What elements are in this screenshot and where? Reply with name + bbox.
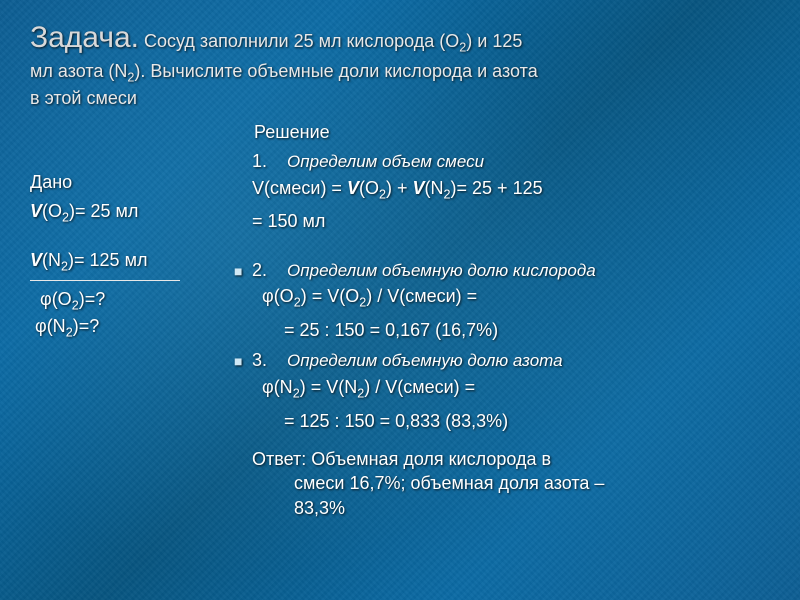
step3-calc-line1: φ(N2) = V(N2) / V(смеси) =	[234, 375, 770, 403]
given-heading: Дано	[30, 170, 220, 194]
find2-sub: 2	[66, 326, 73, 340]
given-l1-sub: 2	[62, 210, 69, 224]
answer-line3: 83,3%	[234, 496, 770, 520]
s1-csub: 2	[379, 187, 386, 201]
title-text-3: в этой смеси	[30, 88, 137, 108]
step-1: 1. Определим объем смеси	[234, 149, 770, 174]
find1-sub: 2	[72, 298, 79, 312]
given-divider	[30, 280, 180, 281]
title-text-1b: ) и 125	[466, 31, 522, 51]
bullet-icon: ■	[234, 258, 252, 279]
answer-line2: смеси 16,7%; объемная доля азота –	[234, 471, 770, 495]
step1-title: Определим объем смеси	[287, 152, 484, 171]
given-l2-sub: 2	[61, 260, 68, 274]
s1-g: )= 25 + 125	[451, 178, 543, 198]
s3-c: ) / V(смеси) =	[364, 377, 475, 397]
step3-calc-line2: = 125 : 150 = 0,833 (83,3%)	[234, 409, 770, 433]
s3-asub: 2	[293, 387, 300, 401]
s1-a: V(смеси) =	[252, 178, 347, 198]
s2-a: φ(О	[262, 286, 294, 306]
given-line-1: V(О2)= 25 мл	[30, 199, 220, 227]
step3-title: Определим объемную долю азота	[287, 351, 563, 370]
title-text-2a: мл азота (N	[30, 61, 127, 81]
s1-c: (О	[359, 178, 379, 198]
step2-calc-line1: φ(О2) = V(О2) / V(смеси) =	[234, 284, 770, 312]
given-l1-mid: (О	[42, 201, 62, 221]
given-column: Дано V(О2)= 25 мл V(N2)= 125 мл φ(О2)=? …	[30, 120, 220, 520]
s1-b: V	[347, 178, 359, 198]
given-l2-mid: (N	[42, 250, 61, 270]
step2-title: Определим объемную долю кислорода	[287, 261, 596, 280]
solution-column: Решение 1. Определим объем смеси V(смеси…	[230, 120, 770, 520]
s2-b: ) = V(О	[301, 286, 360, 306]
title-text-1a: Сосуд заполнили 25 мл кислорода (О	[139, 31, 459, 51]
step1-calc-line2: = 150 мл	[234, 209, 770, 233]
content-columns: Дано V(О2)= 25 мл V(N2)= 125 мл φ(О2)=? …	[30, 120, 770, 520]
given-l2-post: )= 125 мл	[68, 250, 147, 270]
find-line-1: φ(О2)=?	[30, 287, 220, 315]
step2-num: 2.	[252, 260, 267, 280]
solution-heading: Решение	[234, 120, 770, 144]
s1-f: (N	[425, 178, 444, 198]
find1-a: φ(О	[40, 289, 72, 309]
s1-fsub: 2	[444, 187, 451, 201]
given-line-2: V(N2)= 125 мл	[30, 248, 220, 276]
find2-b: )=?	[73, 316, 100, 336]
find-line-2: φ(N2)=?	[30, 314, 220, 342]
answer-line1: Ответ: Объемная доля кислорода в	[234, 447, 770, 471]
s3-a: φ(N	[262, 377, 293, 397]
s3-b: ) = V(N	[300, 377, 358, 397]
find2-a: φ(N	[35, 316, 66, 336]
step1-calc-line1: V(смеси) = V(О2) + V(N2)= 25 + 125	[234, 176, 770, 204]
step-2: ■ 2. Определим объемную долю кислорода	[234, 258, 770, 283]
given-v1: V	[30, 201, 42, 221]
s1-e: V	[413, 178, 425, 198]
title-lead: Задача.	[30, 21, 139, 54]
bullet-icon: ■	[234, 348, 252, 369]
step-3: ■ 3. Определим объемную долю азота	[234, 348, 770, 373]
slide: Задача. Сосуд заполнили 25 мл кислорода …	[0, 0, 800, 600]
problem-title: Задача. Сосуд заполнили 25 мл кислорода …	[30, 18, 770, 110]
step3-num: 3.	[252, 350, 267, 370]
step1-num: 1.	[252, 151, 267, 171]
given-l1-post: )= 25 мл	[69, 201, 138, 221]
title-text-2b: ). Вычислите объемные доли кислорода и а…	[134, 61, 537, 81]
given-v2: V	[30, 250, 42, 270]
bullet-icon	[234, 149, 252, 154]
s2-c: ) / V(смеси) =	[366, 286, 477, 306]
s2-asub: 2	[294, 296, 301, 310]
step2-calc-line2: = 25 : 150 = 0,167 (16,7%)	[234, 318, 770, 342]
s1-d: ) +	[386, 178, 413, 198]
find1-b: )=?	[79, 289, 106, 309]
